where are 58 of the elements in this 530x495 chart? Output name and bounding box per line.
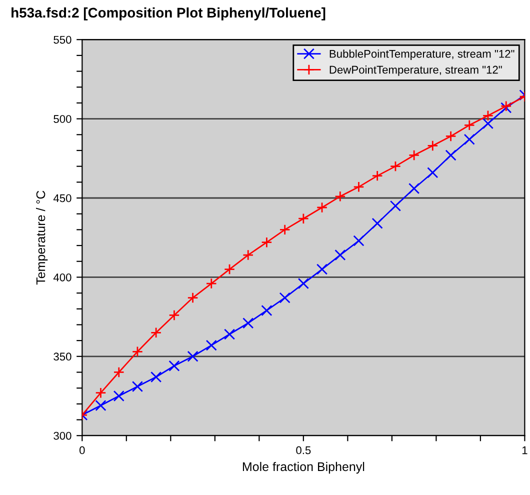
- point: [95, 400, 106, 412]
- y-tick-label: 450: [53, 194, 72, 202]
- point: [464, 120, 475, 131]
- y-tick-label: 550: [54, 36, 72, 44]
- point: [168, 360, 180, 372]
- point: [334, 249, 346, 261]
- x-tick-label: 0: [79, 446, 85, 454]
- legend-label: BubblePointTemperature, stream "12": [330, 50, 514, 60]
- point: [261, 304, 272, 316]
- chart-title: h53a.fsd:2 [Composition Plot Biphenyl/Toluene]: [12, 7, 326, 20]
- point: [353, 181, 364, 192]
- y-tick-label: 400: [53, 273, 72, 282]
- point: [206, 340, 217, 351]
- point: [279, 292, 290, 304]
- point: [242, 249, 254, 261]
- point: [464, 134, 475, 145]
- point: [150, 371, 162, 383]
- y-tick-label: 350: [54, 352, 72, 361]
- point: [150, 327, 162, 338]
- y-tick-label: 300: [54, 432, 72, 440]
- point: [242, 318, 254, 329]
- point: [279, 224, 290, 236]
- point: [316, 202, 328, 214]
- point: [427, 167, 438, 178]
- point: [187, 350, 198, 362]
- point: [390, 200, 402, 212]
- point: [224, 264, 236, 275]
- point: [372, 218, 383, 229]
- point: [168, 310, 180, 321]
- legend-label: DewPointTemperature, stream "12": [330, 66, 502, 76]
- x-axis-title: Mole fraction Biphenyl: [242, 462, 364, 474]
- point: [261, 236, 272, 248]
- point: [206, 278, 217, 290]
- point: [113, 366, 124, 378]
- point: [95, 387, 106, 398]
- point: [390, 160, 402, 172]
- y-axis-title: Temperature / °C: [36, 190, 48, 285]
- x-tick-label: 0.5: [296, 446, 311, 454]
- point: [408, 150, 420, 161]
- point: [298, 278, 309, 290]
- x-tick-label: 1: [522, 446, 528, 454]
- point: [316, 264, 328, 275]
- point: [482, 110, 494, 122]
- point: [298, 213, 309, 224]
- point: [353, 235, 364, 246]
- point: [482, 118, 494, 130]
- point: [132, 380, 144, 392]
- point: [427, 140, 438, 152]
- point: [372, 170, 383, 182]
- point: [132, 346, 144, 358]
- point: [445, 130, 456, 142]
- point: [224, 328, 236, 340]
- point: [408, 182, 420, 194]
- point: [334, 190, 346, 202]
- y-tick-label: 500: [54, 115, 72, 123]
- point: [187, 292, 198, 304]
- point: [113, 390, 124, 402]
- point: [445, 150, 456, 161]
